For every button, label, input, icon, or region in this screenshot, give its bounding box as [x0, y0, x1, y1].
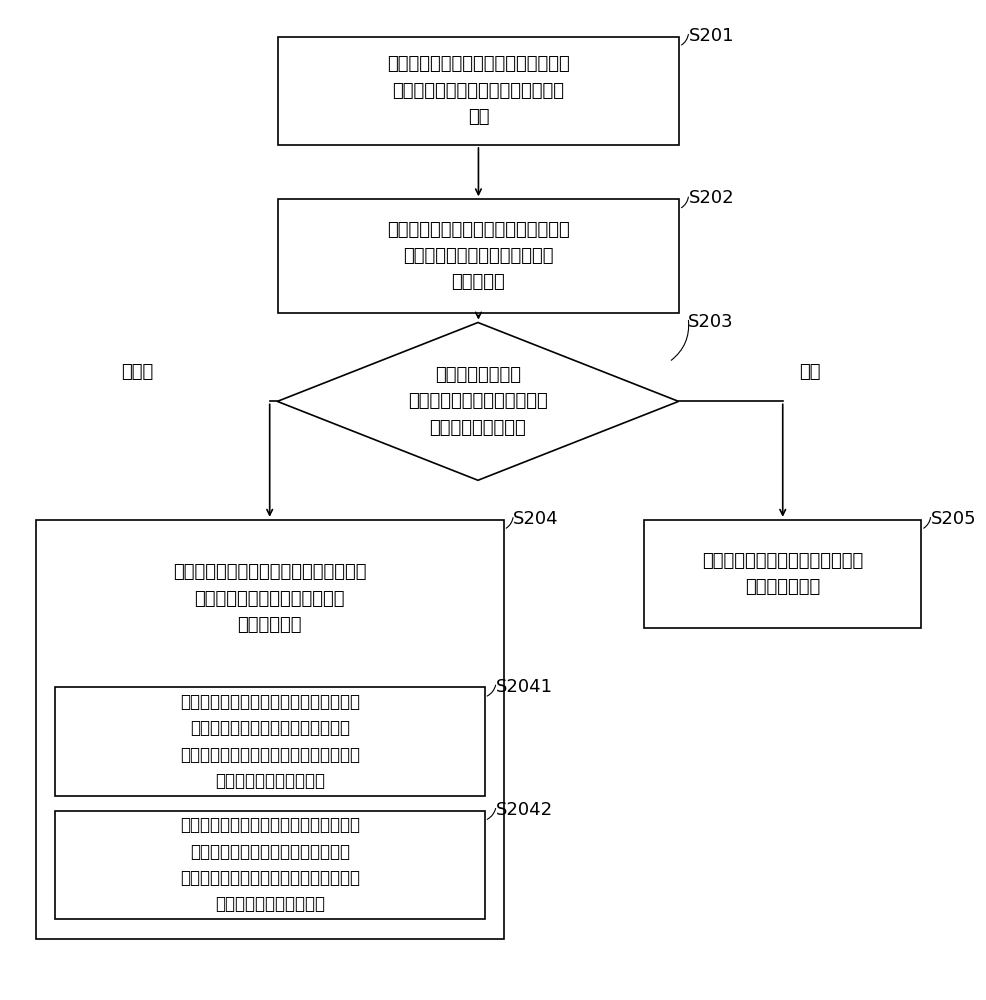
- Text: 通过所述应用程序控制所述音频播
放设备进行工作: 通过所述应用程序控制所述音频播 放设备进行工作: [701, 552, 863, 596]
- Text: S202: S202: [688, 189, 734, 207]
- Text: 将所述应用程序的
版本信息与所述音频播放设备
的版本信息进行匹配: 将所述应用程序的 版本信息与所述音频播放设备 的版本信息进行匹配: [407, 366, 547, 437]
- Bar: [35, 520, 503, 939]
- Text: 当所述应用程序的版本高于所述音频播放
设备的版本时，将所述音频播放设备
固件发送至所述音频播放设备以对所述音
频播放设备进行固件升级: 当所述应用程序的版本高于所述音频播放 设备的版本时，将所述音频播放设备 固件发送…: [179, 693, 359, 790]
- Text: 将所述音频播放设备固件发送至所述音频
播放设备以对所述音频播放设备
进行固件更新: 将所述音频播放设备固件发送至所述音频 播放设备以对所述音频播放设备 进行固件更新: [173, 563, 366, 634]
- Text: 当所述应用程序的版本低于所述音频播放
设备的版本时，将所述音频播放设备
固件发送至所述音频播放设备以对所述音
频播放设备进行固件降级: 当所述应用程序的版本低于所述音频播放 设备的版本时，将所述音频播放设备 固件发送…: [179, 816, 359, 913]
- Text: S2042: S2042: [496, 801, 553, 819]
- Bar: [644, 520, 920, 628]
- Bar: [54, 811, 484, 919]
- Bar: [277, 37, 678, 145]
- Text: 匹配: 匹配: [798, 363, 819, 381]
- Text: S204: S204: [513, 510, 558, 528]
- Text: S203: S203: [687, 313, 733, 331]
- Bar: [277, 199, 678, 313]
- Text: S201: S201: [688, 27, 734, 45]
- Text: 当检测到应用程序升级时，下载与所述
应用程序版本相匹配的音频播放设备
固件: 当检测到应用程序升级时，下载与所述 应用程序版本相匹配的音频播放设备 固件: [387, 55, 569, 126]
- Polygon shape: [277, 322, 678, 480]
- Text: S2041: S2041: [496, 678, 552, 696]
- Text: 不匹配: 不匹配: [121, 363, 154, 381]
- Bar: [54, 687, 484, 796]
- Text: S205: S205: [930, 510, 975, 528]
- Text: 当升级后的应用程序首次连接音频播放
设备时，获取所述音频播放设备
的版本信息: 当升级后的应用程序首次连接音频播放 设备时，获取所述音频播放设备 的版本信息: [387, 221, 569, 291]
